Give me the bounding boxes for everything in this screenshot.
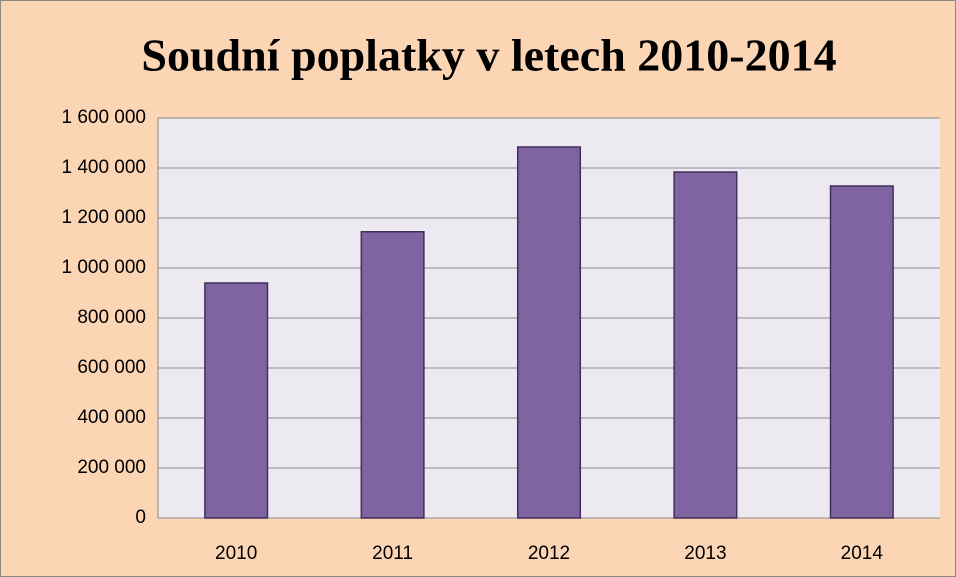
x-tick-label: 2011: [372, 543, 413, 564]
y-tick-label: 0: [135, 507, 146, 528]
bar: [516, 146, 582, 519]
bar: [829, 185, 894, 519]
x-tick-label: 2012: [528, 543, 570, 564]
chart-title: Soudní poplatky v letech 2010-2014: [141, 30, 836, 81]
x-tick-label: 2014: [841, 543, 884, 564]
bar: [673, 171, 738, 519]
y-tick-label: 1 600 000: [61, 107, 146, 128]
y-tick-label: 1 200 000: [61, 207, 146, 228]
y-tick-label: 200 000: [77, 457, 146, 478]
y-tick-label: 800 000: [77, 307, 146, 328]
bar: [204, 282, 269, 519]
y-tick-label: 400 000: [77, 407, 146, 428]
x-tick-label: 2013: [684, 543, 726, 564]
y-tick-label: 600 000: [77, 357, 146, 378]
y-tick-label: 1 000 000: [61, 257, 146, 278]
bar: [360, 231, 425, 519]
y-tick-label: 1 400 000: [61, 157, 146, 178]
x-tick-label: 2010: [215, 543, 257, 564]
